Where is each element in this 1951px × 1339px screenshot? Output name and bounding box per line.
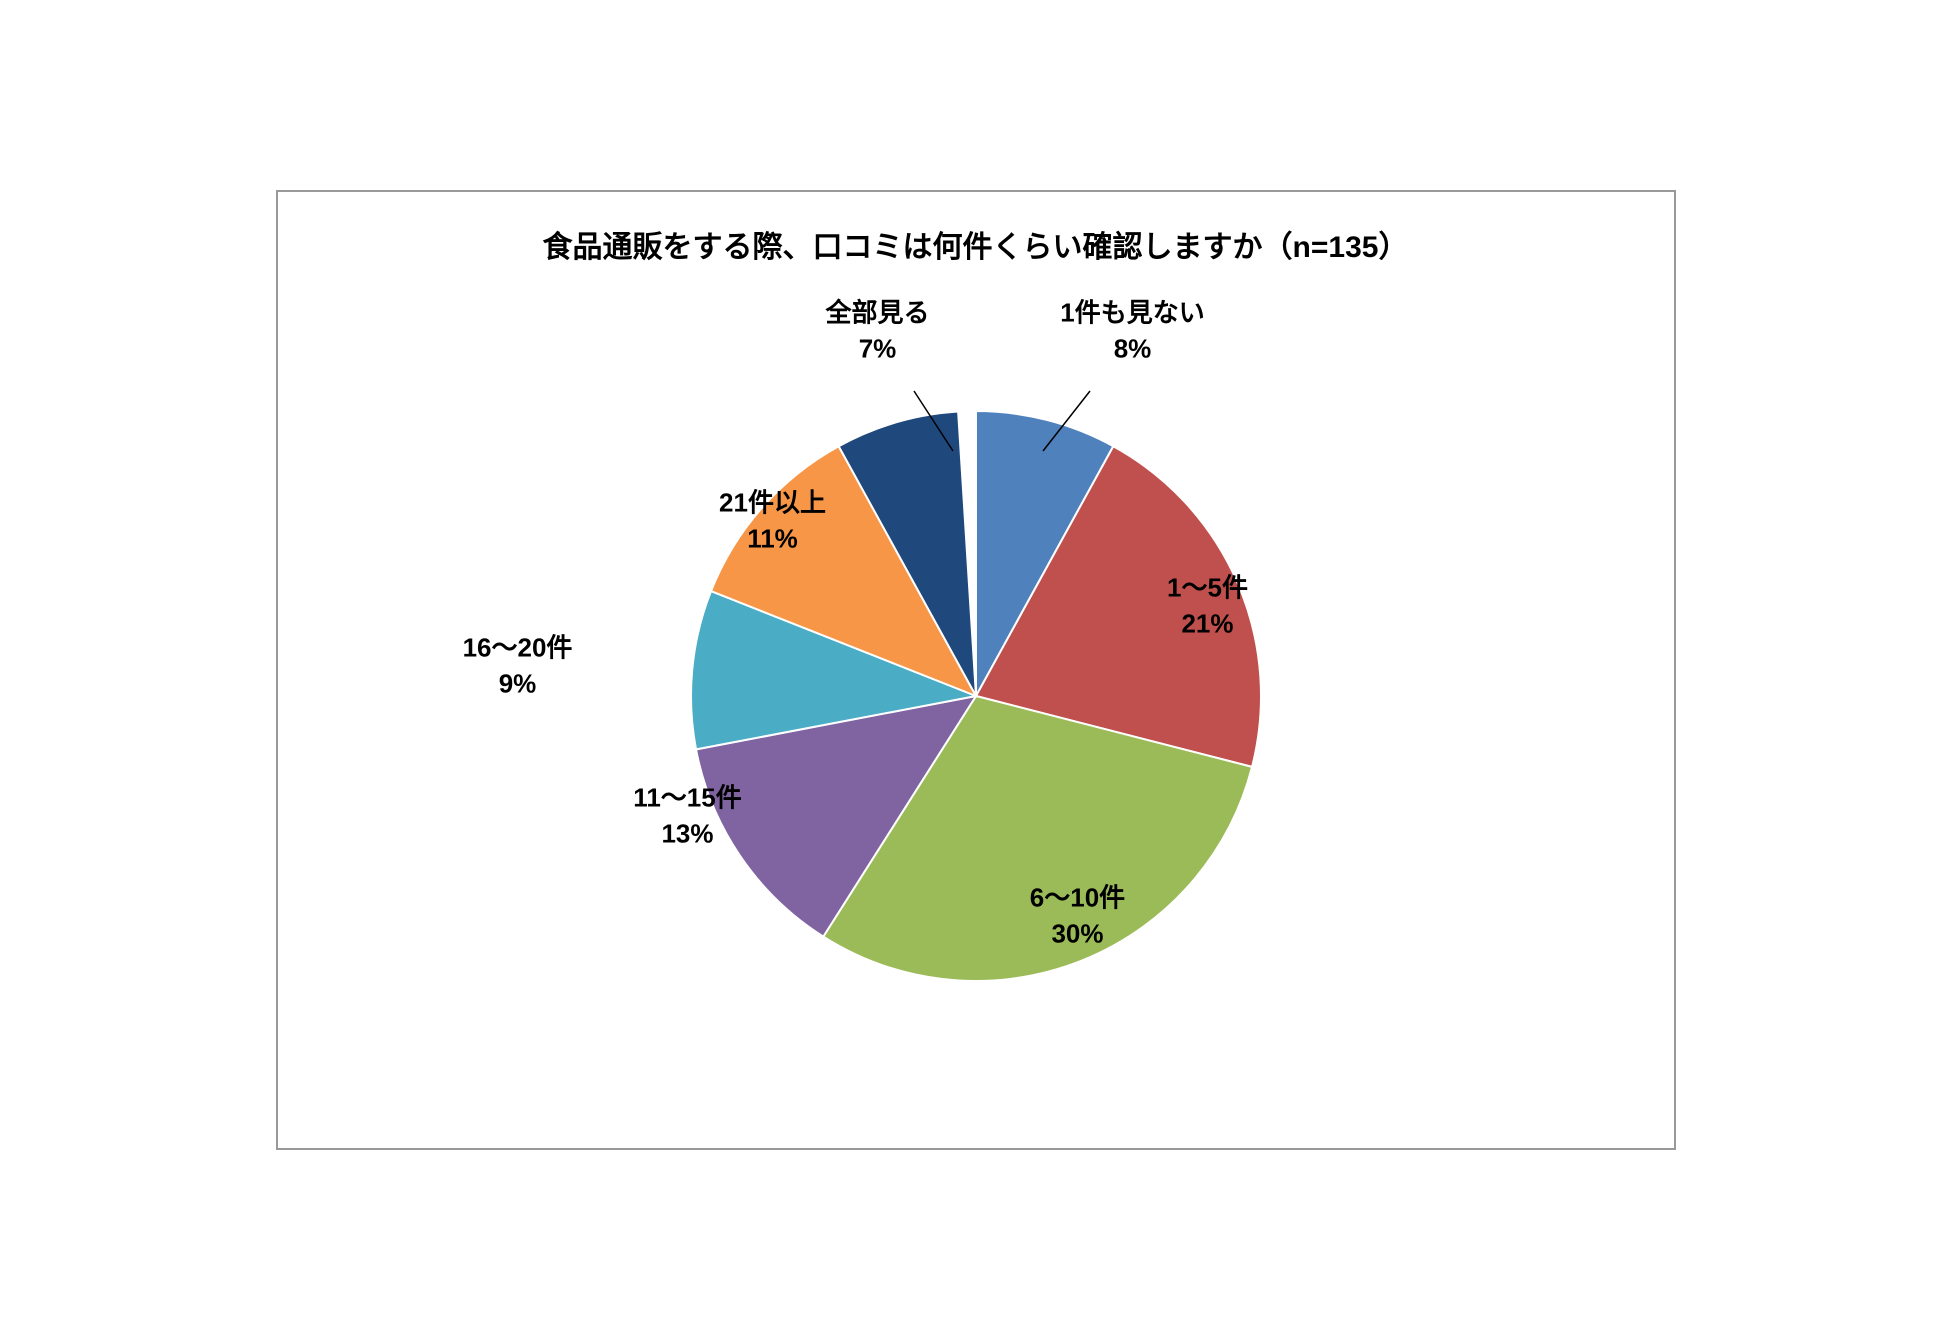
slice-label: 1～5件21% bbox=[1167, 569, 1248, 642]
slice-label-percent: 8% bbox=[1060, 331, 1204, 367]
slice-label-percent: 30% bbox=[1030, 916, 1125, 952]
slice-label-text: 6～10件 bbox=[1030, 879, 1125, 915]
slice-label-text: 16～20件 bbox=[463, 629, 573, 665]
slice-label-percent: 21% bbox=[1167, 606, 1248, 642]
slice-label: 16～20件9% bbox=[463, 629, 573, 702]
slice-label-text: 1～5件 bbox=[1167, 569, 1248, 605]
slice-label-text: 21件以上 bbox=[719, 484, 826, 520]
slice-label-text: 11～15件 bbox=[633, 779, 741, 815]
chart-title: 食品通販をする際、口コミは何件くらい確認しますか（n=135） bbox=[308, 222, 1644, 266]
slice-label: 1件も見ない8% bbox=[1060, 294, 1204, 367]
slice-label-percent: 9% bbox=[463, 666, 573, 702]
slice-label: 6～10件30% bbox=[1030, 879, 1125, 952]
slice-label-percent: 13% bbox=[633, 816, 741, 852]
slice-label: 21件以上11% bbox=[719, 484, 826, 557]
slice-label: 11～15件13% bbox=[633, 779, 741, 852]
chart-area: 1件も見ない8% 1～5件21% 6～10件30% 11～15件13% 16～20件9%… bbox=[308, 286, 1644, 1106]
slice-label-text: 1件も見ない bbox=[1060, 294, 1204, 330]
slice-label: 全部見る7% bbox=[825, 294, 929, 367]
slice-label-percent: 7% bbox=[825, 331, 929, 367]
chart-container: 食品通販をする際、口コミは何件くらい確認しますか（n=135） 1件も見ない8%… bbox=[276, 190, 1676, 1150]
slice-label-text: 全部見る bbox=[825, 294, 929, 330]
slice-label-percent: 11% bbox=[719, 521, 826, 557]
